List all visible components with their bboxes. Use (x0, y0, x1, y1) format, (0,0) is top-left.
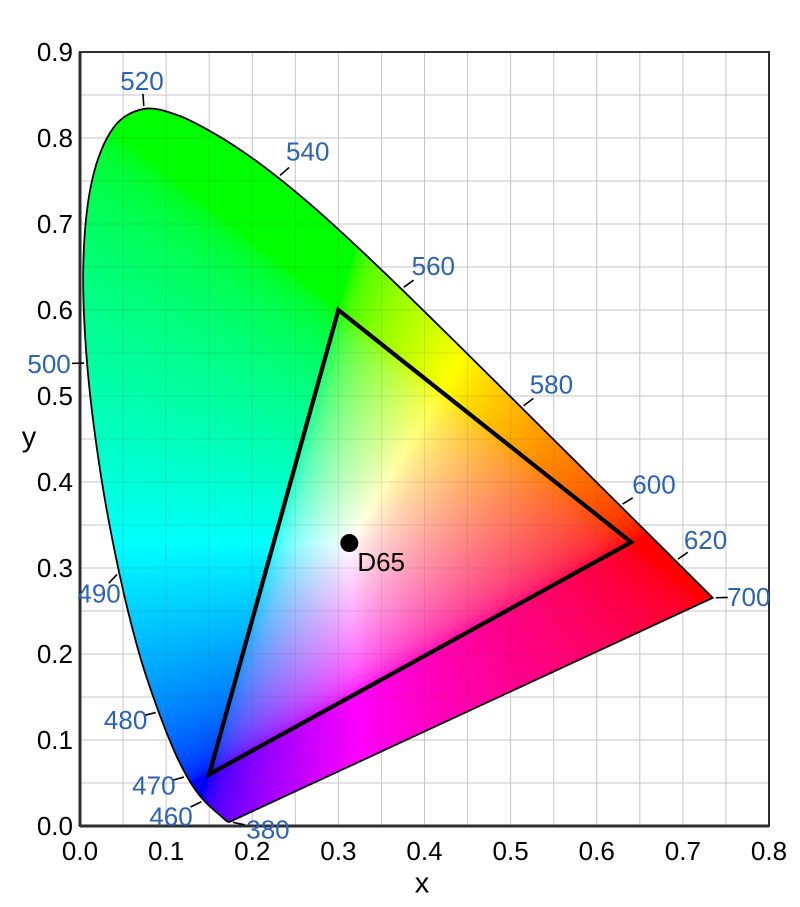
white-point-label: D65 (357, 547, 405, 577)
y-tick-label: 0.3 (37, 553, 73, 583)
wavelength-label: 540 (286, 136, 329, 166)
spectral-locus-outline (82, 107, 715, 823)
wavelength-tick (172, 776, 185, 782)
x-axis-title: x (414, 867, 430, 900)
x-tick-label: 0.7 (665, 836, 701, 866)
wavelength-label: 460 (149, 801, 192, 831)
wavelength-label: 490 (77, 578, 120, 608)
gamut-triangle (205, 306, 635, 779)
x-tick-label: 0.5 (493, 836, 529, 866)
x-tick-label: 0.6 (579, 836, 615, 866)
wavelength-label: 520 (120, 66, 163, 96)
y-tick-label: 0.7 (37, 209, 73, 239)
wavelength-label: 380 (246, 815, 289, 845)
y-axis-title: y (21, 421, 37, 454)
wavelength-label: 620 (684, 525, 727, 555)
wavelength-tick (190, 801, 202, 808)
x-tick-label: 0.1 (148, 836, 184, 866)
wavelength-label: 700 (727, 582, 770, 612)
y-tick-label: 0.0 (37, 811, 73, 841)
wavelength-tick (523, 397, 534, 407)
y-tick-label: 0.8 (37, 123, 73, 153)
wavelength-tick (142, 93, 145, 106)
x-tick-label: 0.4 (406, 836, 442, 866)
wavelength-label: 480 (104, 705, 147, 735)
y-tick-label: 0.2 (37, 639, 73, 669)
x-tick-label: 0.0 (62, 836, 98, 866)
wavelength-tick (279, 166, 290, 176)
x-tick-label: 0.3 (320, 836, 356, 866)
wavelength-tick (622, 497, 634, 505)
wavelength-tick (143, 711, 156, 717)
y-tick-label: 0.6 (37, 295, 73, 325)
wavelength-label: 580 (530, 370, 573, 400)
x-tick-label: 0.2 (234, 836, 270, 866)
x-tick-label: 0.8 (751, 836, 787, 866)
y-tick-label: 0.4 (37, 467, 73, 497)
wavelength-label: 560 (412, 251, 455, 281)
inner-gridlines (83, 108, 713, 822)
wavelength-tick (108, 573, 118, 584)
wavelength-label: 600 (632, 470, 675, 500)
wavelength-label: 470 (132, 770, 175, 800)
white-point-dot (340, 534, 359, 553)
wavelength-tick (403, 279, 414, 288)
wavelength-tick (677, 551, 689, 560)
y-tick-label: 0.9 (37, 37, 73, 67)
wavelength-label: 500 (27, 349, 70, 379)
y-tick-label: 0.1 (37, 725, 73, 755)
wavelength-tick (232, 821, 245, 826)
y-tick-label: 0.5 (37, 381, 73, 411)
